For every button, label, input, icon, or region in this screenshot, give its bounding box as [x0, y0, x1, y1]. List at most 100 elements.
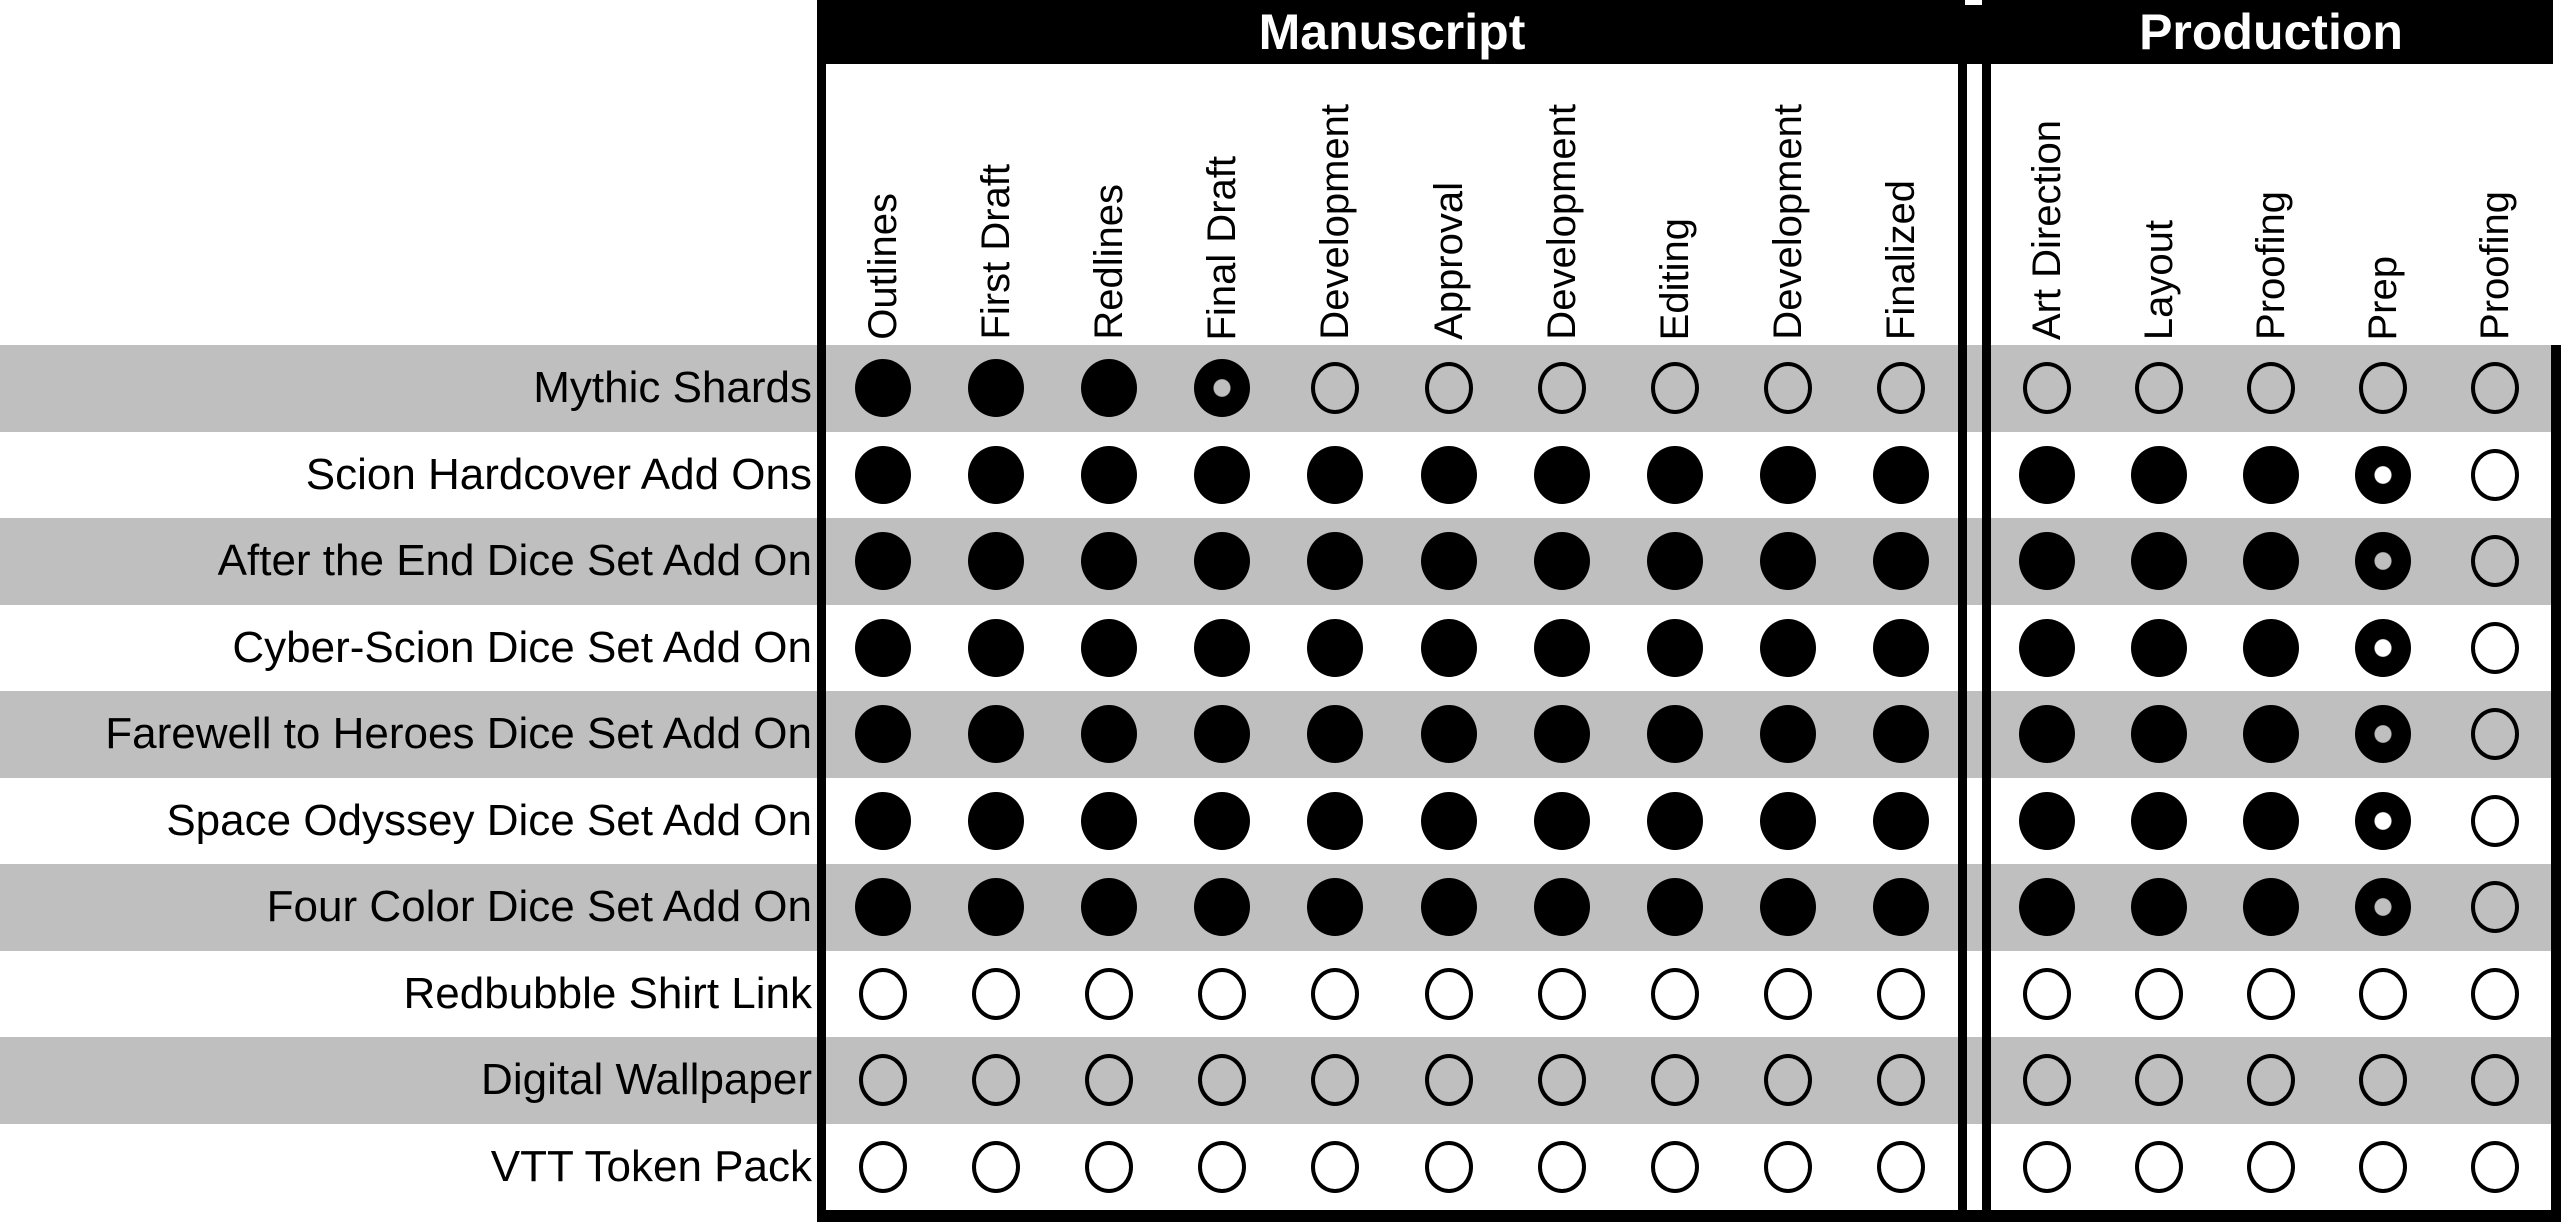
filled-circle-icon [1647, 878, 1703, 937]
column-header-production-1: Art Direction [1992, 64, 2102, 340]
empty-circle-icon [1198, 1054, 1247, 1107]
column-header-label: Proofing [2473, 191, 2517, 340]
filled-circle-icon [1307, 705, 1364, 764]
filled-circle-icon [1081, 445, 1137, 504]
filled-circle-icon [1194, 878, 1251, 937]
empty-circle-icon [2359, 1140, 2407, 1193]
empty-circle-icon [2471, 967, 2519, 1020]
filled-circle-icon [2243, 878, 2299, 937]
column-header-label: Finalized [1879, 179, 1924, 340]
empty-circle-icon [2359, 967, 2407, 1020]
filled-circle-icon [1533, 618, 1590, 677]
empty-circle-icon [2359, 1054, 2407, 1107]
filled-circle-icon [854, 705, 911, 764]
empty-circle-icon [2471, 794, 2519, 847]
column-header-label: Development [1766, 104, 1811, 340]
row-label: Farewell to Heroes Dice Set Add On [105, 709, 812, 759]
filled-circle-icon [967, 878, 1024, 937]
filled-circle-icon [967, 532, 1024, 591]
empty-circle-icon [2247, 362, 2295, 415]
filled-circle-icon [1533, 532, 1590, 591]
row-label: Four Color Dice Set Add On [266, 882, 812, 932]
donut-circle-icon [2355, 705, 2411, 764]
empty-circle-icon [1764, 1140, 1813, 1193]
row-stripe [0, 1123, 2561, 1210]
filled-circle-icon [1647, 618, 1703, 677]
row-stripe [0, 1037, 2561, 1124]
row-label: Mythic Shards [533, 363, 812, 413]
empty-circle-icon [2471, 1054, 2519, 1107]
filled-circle-icon [2243, 791, 2299, 850]
filled-circle-icon [2019, 445, 2075, 504]
filled-circle-icon [1873, 618, 1930, 677]
empty-circle-icon [2247, 967, 2295, 1020]
filled-circle-icon [1194, 705, 1251, 764]
empty-circle-icon [2135, 967, 2183, 1020]
row-label: Space Odyssey Dice Set Add On [166, 795, 812, 845]
section-title-production: Production [2139, 4, 2403, 60]
empty-circle-icon [1537, 1054, 1586, 1107]
production-right-border [2551, 345, 2561, 1222]
filled-circle-icon [2131, 532, 2187, 591]
filled-circle-icon [2019, 532, 2075, 591]
empty-circle-icon [1537, 1140, 1586, 1193]
filled-circle-icon [1081, 878, 1137, 937]
filled-circle-icon [1420, 618, 1477, 677]
empty-circle-icon [2471, 881, 2519, 934]
filled-circle-icon [1307, 445, 1364, 504]
filled-circle-icon [2131, 791, 2187, 850]
filled-circle-icon [1533, 791, 1590, 850]
filled-circle-icon [1647, 705, 1703, 764]
section-header-band [817, 0, 2553, 64]
filled-circle-icon [967, 359, 1024, 418]
donut-circle-icon [2355, 445, 2411, 504]
empty-circle-icon [1311, 362, 1360, 415]
filled-circle-icon [1081, 618, 1137, 677]
empty-circle-icon [1877, 1054, 1926, 1107]
row-stripe [0, 345, 2561, 432]
filled-circle-icon [1420, 532, 1477, 591]
empty-circle-icon [2471, 362, 2519, 415]
filled-circle-icon [1081, 532, 1137, 591]
column-header-manuscript-7: Development [1507, 64, 1617, 340]
filled-circle-icon [1081, 705, 1137, 764]
empty-circle-icon [2471, 621, 2519, 674]
filled-circle-icon [1194, 445, 1251, 504]
empty-circle-icon [1651, 1140, 1699, 1193]
empty-circle-icon [2471, 535, 2519, 588]
filled-circle-icon [1194, 791, 1251, 850]
empty-circle-icon [2247, 1054, 2295, 1107]
empty-circle-icon [1651, 967, 1699, 1020]
column-header-label: First Draft [973, 164, 1018, 340]
empty-circle-icon [1085, 1140, 1133, 1193]
empty-circle-icon [1764, 362, 1813, 415]
empty-circle-icon [971, 1054, 1020, 1107]
manuscript-left-border [817, 0, 826, 1210]
column-header-label: Redlines [1087, 184, 1131, 340]
filled-circle-icon [1420, 445, 1477, 504]
column-header-production-3: Proofing [2216, 64, 2326, 340]
column-header-label: Layout [2137, 219, 2181, 340]
filled-circle-icon [1420, 791, 1477, 850]
filled-circle-icon [1647, 791, 1703, 850]
empty-circle-icon [2023, 1140, 2071, 1193]
filled-circle-icon [967, 618, 1024, 677]
filled-circle-icon [2019, 618, 2075, 677]
filled-circle-icon [1194, 532, 1251, 591]
row-label: Scion Hardcover Add Ons [305, 449, 812, 499]
filled-circle-icon [1307, 791, 1364, 850]
empty-circle-icon [1424, 1054, 1473, 1107]
empty-circle-icon [1198, 1140, 1247, 1193]
filled-circle-icon [967, 791, 1024, 850]
column-header-manuscript-10: Finalized [1846, 64, 1956, 340]
empty-circle-icon [2135, 1054, 2183, 1107]
empty-circle-icon [1764, 967, 1813, 1020]
filled-circle-icon [854, 791, 911, 850]
empty-circle-icon [1877, 967, 1926, 1020]
column-header-label: Outlines [860, 193, 905, 340]
empty-circle-icon [2247, 1140, 2295, 1193]
empty-circle-icon [2023, 1054, 2071, 1107]
header-gap-notch [1965, 0, 1982, 5]
empty-circle-icon [1651, 1054, 1699, 1107]
